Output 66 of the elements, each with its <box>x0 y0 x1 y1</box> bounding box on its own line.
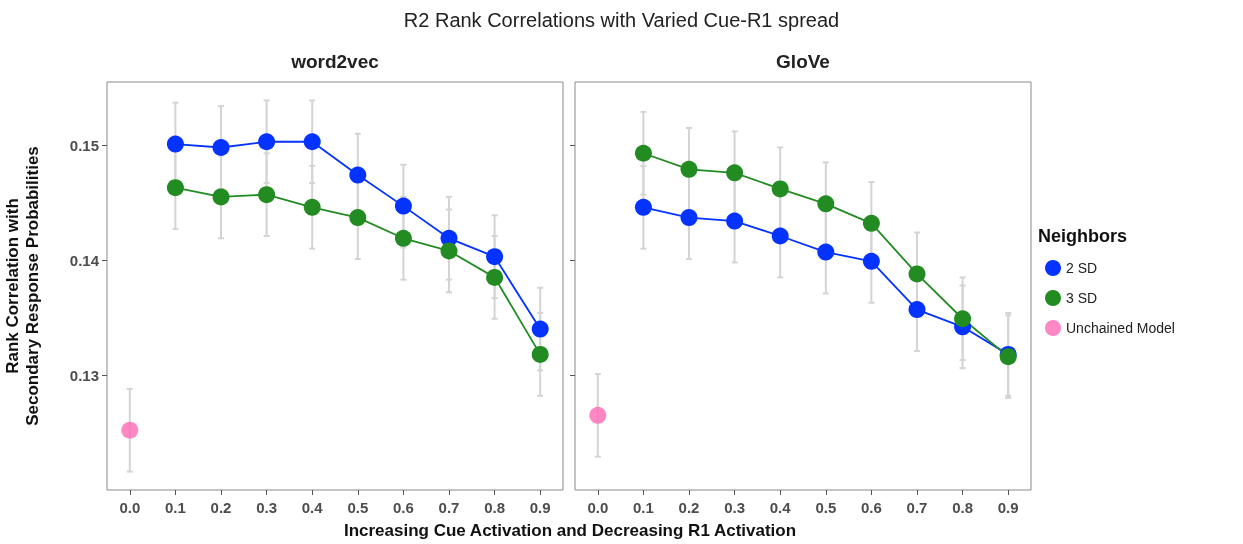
point <box>349 209 367 227</box>
x-tick-label: 0.0 <box>119 499 141 516</box>
point <box>531 320 549 338</box>
point <box>862 214 880 232</box>
x-tick-label: 0.2 <box>210 499 232 516</box>
legend-label: 3 SD <box>1066 290 1098 306</box>
point <box>680 209 698 227</box>
point <box>954 310 972 328</box>
point <box>212 188 230 206</box>
point <box>212 139 230 157</box>
point <box>121 421 139 439</box>
point <box>486 268 504 286</box>
point <box>680 160 698 178</box>
x-tick-label: 0.9 <box>997 499 1019 516</box>
point <box>531 345 549 363</box>
x-tick-label: 0.4 <box>301 499 324 516</box>
x-axis-title: Increasing Cue Activation and Decreasing R1 Activation <box>343 521 797 540</box>
x-tick-label: 0.4 <box>769 499 792 516</box>
point <box>394 229 412 247</box>
point <box>726 164 744 182</box>
point <box>166 179 184 197</box>
point <box>258 133 276 151</box>
x-tick-label: 0.6 <box>392 499 414 516</box>
x-tick-label: 0.7 <box>438 499 460 516</box>
point <box>166 135 184 153</box>
y-tick-label: 0.14 <box>69 251 100 269</box>
point <box>440 242 458 260</box>
x-tick-label: 0.2 <box>678 499 700 516</box>
chart-subtitle: GloVe <box>776 51 830 72</box>
point <box>771 180 789 198</box>
x-tick-label: 0.3 <box>724 499 746 516</box>
point <box>862 252 880 270</box>
x-tick-label: 0.5 <box>347 499 369 516</box>
point <box>589 406 607 424</box>
text: R2 Rank Correlations with Varied Cue-R1 spread <box>403 9 840 31</box>
point <box>817 243 835 261</box>
point <box>908 265 926 283</box>
x-tick-label: 0.8 <box>484 499 506 516</box>
point <box>817 195 835 213</box>
x-tick-label: 0.1 <box>164 499 186 516</box>
legend-label: Unchained Model <box>1066 320 1175 336</box>
point <box>394 197 412 215</box>
y-tick-label: 0.15 <box>69 136 99 154</box>
x-tick-label: 0.5 <box>815 499 837 516</box>
x-tick-label: 0.1 <box>632 499 654 516</box>
y-tick-label: 0.13 <box>69 366 99 384</box>
point <box>303 133 321 151</box>
point <box>634 198 652 216</box>
x-tick-label: 0.6 <box>860 499 882 516</box>
y-axis-title: Rank Correlation with Secondary Response Probabilities <box>2 146 42 426</box>
x-tick-label: 0.8 <box>952 499 974 516</box>
point <box>726 212 744 230</box>
point <box>349 166 367 184</box>
x-tick-label: 0.7 <box>906 499 928 516</box>
point <box>634 144 652 162</box>
point <box>771 227 789 245</box>
x-tick-label: 0.0 <box>587 499 609 516</box>
x-tick-label: 0.9 <box>529 499 551 516</box>
x-tick-label: 0.3 <box>256 499 278 516</box>
point <box>258 186 276 204</box>
legend-label: 2 SD <box>1066 260 1098 276</box>
point <box>908 301 926 319</box>
point <box>486 248 504 266</box>
legend-title: Neighbors <box>1038 226 1128 246</box>
point <box>303 198 321 216</box>
chart-subtitle: word2vec <box>290 51 380 72</box>
